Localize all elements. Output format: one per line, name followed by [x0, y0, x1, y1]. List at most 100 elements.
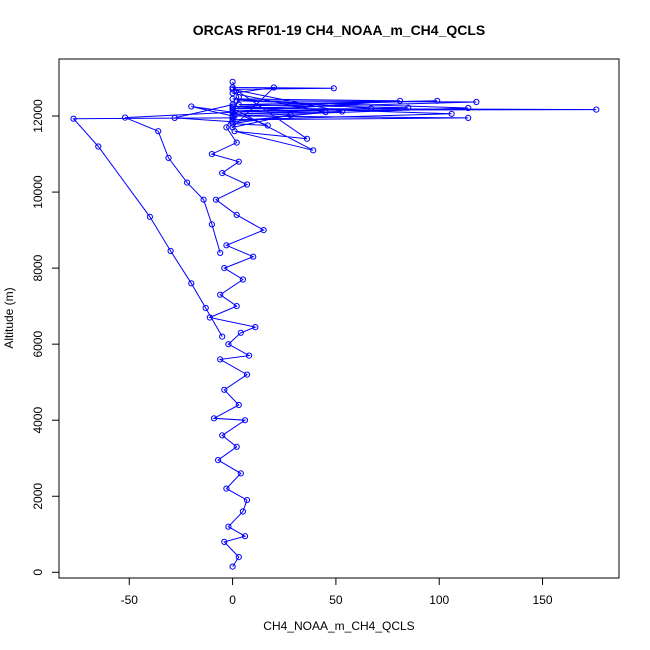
y-tick-label: 6000	[31, 331, 45, 358]
data-point	[233, 303, 240, 310]
data-point	[210, 415, 218, 422]
data-point	[217, 249, 224, 256]
y-tick-label: 12000	[31, 99, 45, 133]
data-point	[188, 280, 195, 287]
data-point	[243, 181, 251, 188]
data-point	[241, 533, 249, 540]
x-tick-label: 100	[429, 593, 449, 607]
data-point	[233, 139, 240, 146]
data-point	[223, 124, 230, 131]
x-tick-label: -50	[121, 593, 139, 607]
series-line-5	[174, 86, 326, 129]
y-tick-label: 4000	[31, 407, 45, 434]
data-point	[188, 103, 195, 110]
data-point	[593, 106, 600, 113]
y-tick-label: 10000	[31, 175, 45, 209]
x-axis-label: CH4_NOAA_m_CH4_QCLS	[263, 619, 414, 633]
data-point	[217, 356, 224, 363]
series-line-1	[208, 81, 265, 567]
data-point	[208, 221, 215, 228]
data-point	[250, 253, 257, 260]
data-point	[229, 118, 236, 125]
data-point	[167, 247, 174, 255]
data-point	[473, 98, 480, 106]
y-axis-label: Altitude (m)	[2, 287, 16, 348]
data-point	[233, 211, 240, 218]
data-point	[229, 124, 236, 131]
data-point	[434, 97, 441, 104]
data-point	[235, 554, 242, 561]
data-point	[212, 196, 220, 203]
x-tick-label: 0	[229, 593, 236, 607]
data-point	[243, 497, 251, 504]
data-point	[221, 265, 228, 272]
y-tick-label: 0	[31, 569, 45, 576]
data-point	[171, 114, 178, 122]
data-point	[239, 276, 246, 283]
data-point	[339, 108, 346, 115]
data-point	[465, 114, 472, 122]
data-point	[223, 485, 230, 492]
data-point	[70, 115, 77, 122]
data-point	[448, 110, 455, 117]
x-axis: -50 0 50 100 150	[121, 577, 553, 607]
data-point	[303, 135, 311, 142]
data-point	[235, 401, 242, 409]
data-point	[465, 104, 472, 112]
data-point	[200, 196, 207, 203]
data-point	[146, 213, 153, 220]
data-point	[235, 158, 242, 165]
data-point	[217, 291, 224, 298]
data-point	[243, 371, 251, 378]
data-point	[239, 508, 246, 515]
data-point	[241, 417, 249, 424]
data-point	[229, 109, 236, 116]
data-point	[229, 90, 236, 97]
data-point	[122, 114, 129, 121]
data-point	[246, 352, 253, 359]
chart-title: ORCAS RF01-19 CH4_NOAA_m_CH4_QCLS	[193, 22, 486, 38]
data-point	[215, 457, 222, 464]
data-point	[184, 179, 191, 186]
data-point	[233, 443, 240, 450]
data-point	[155, 128, 162, 135]
data-point	[310, 147, 317, 154]
series-line-4	[230, 86, 597, 151]
y-tick-label: 2000	[31, 483, 45, 510]
data-point	[237, 470, 244, 477]
data-point	[405, 104, 412, 111]
x-tick-label: 150	[533, 593, 553, 607]
x-tick-label: 50	[329, 593, 343, 607]
data-point	[223, 242, 230, 249]
data-point	[219, 170, 226, 177]
data-point	[221, 386, 228, 393]
data-point	[260, 227, 267, 234]
data-point	[367, 105, 375, 112]
data-point	[219, 333, 226, 340]
data-point	[237, 329, 244, 336]
data-point	[229, 116, 236, 123]
data-point	[208, 151, 215, 158]
data-point	[219, 432, 226, 439]
data-point	[229, 105, 236, 112]
data-point	[229, 86, 236, 93]
data-point	[221, 538, 228, 546]
data-point	[165, 154, 172, 161]
data-point	[330, 85, 337, 92]
data-point	[396, 97, 404, 104]
data-point	[270, 84, 277, 91]
plot-layer	[70, 78, 600, 570]
data-point	[252, 324, 259, 331]
data-point	[287, 111, 294, 119]
series-line-2	[72, 117, 233, 337]
data-point	[264, 122, 271, 129]
data-point	[202, 304, 209, 312]
data-point	[229, 101, 236, 108]
y-tick-label: 8000	[31, 254, 45, 281]
series-line-3	[124, 111, 233, 254]
data-point	[322, 109, 329, 116]
data-point	[225, 523, 232, 530]
y-axis: 0 2000 4000 6000 8000 10000 12000	[31, 99, 60, 576]
